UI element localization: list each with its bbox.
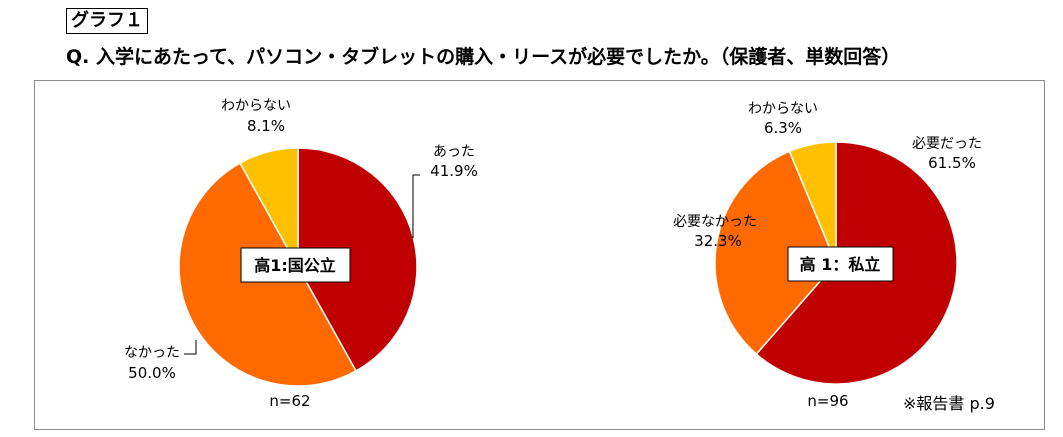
slice-value-label: 50.0% xyxy=(128,364,176,382)
slice-label: なかった xyxy=(124,345,180,361)
slice-label: わからない xyxy=(221,98,291,114)
pie-slice-2 xyxy=(238,147,299,270)
pie-slice-2 xyxy=(788,141,837,264)
slice-value-label: 41.9% xyxy=(430,162,478,180)
chart-title: 高1:国公立 xyxy=(254,256,336,275)
sample-size: n=96 xyxy=(807,392,848,410)
chart-title-box xyxy=(787,246,894,282)
report-note: ※報告書 p.9 xyxy=(903,394,995,413)
chart-frame xyxy=(34,80,1045,430)
pie-slice-1 xyxy=(714,150,837,356)
question-text: Q. 入学にあたって、パソコン・タブレットの購入・リースが必要でしたか。（保護者… xyxy=(66,46,901,68)
pie-chart-public: あった 41.9% なかった 50.0% わからない 8.1% 高1:国公立 n… xyxy=(124,98,478,410)
slice-value-label: 32.3% xyxy=(694,232,742,250)
slice-label: あった xyxy=(433,144,475,160)
chart-title: 高 1：私立 xyxy=(800,255,881,274)
slice-value-label: 61.5% xyxy=(928,154,976,172)
leader-line-yes xyxy=(412,174,420,238)
graph-label: グラフ１ xyxy=(66,8,148,34)
sample-size: n=62 xyxy=(269,392,310,410)
slice-value-label: 6.3% xyxy=(764,119,802,137)
slice-label: 必要だった xyxy=(912,136,982,152)
slice-label: 必要なかった xyxy=(673,214,757,230)
chart-title-box xyxy=(240,247,351,283)
pie-chart-private: 必要だった 61.5% 必要なかった 32.3% わからない 6.3% 高 1：… xyxy=(673,101,982,410)
slice-label: わからない xyxy=(748,101,818,117)
slice-value-label: 8.1% xyxy=(247,117,285,135)
leader-line-no xyxy=(184,340,197,355)
